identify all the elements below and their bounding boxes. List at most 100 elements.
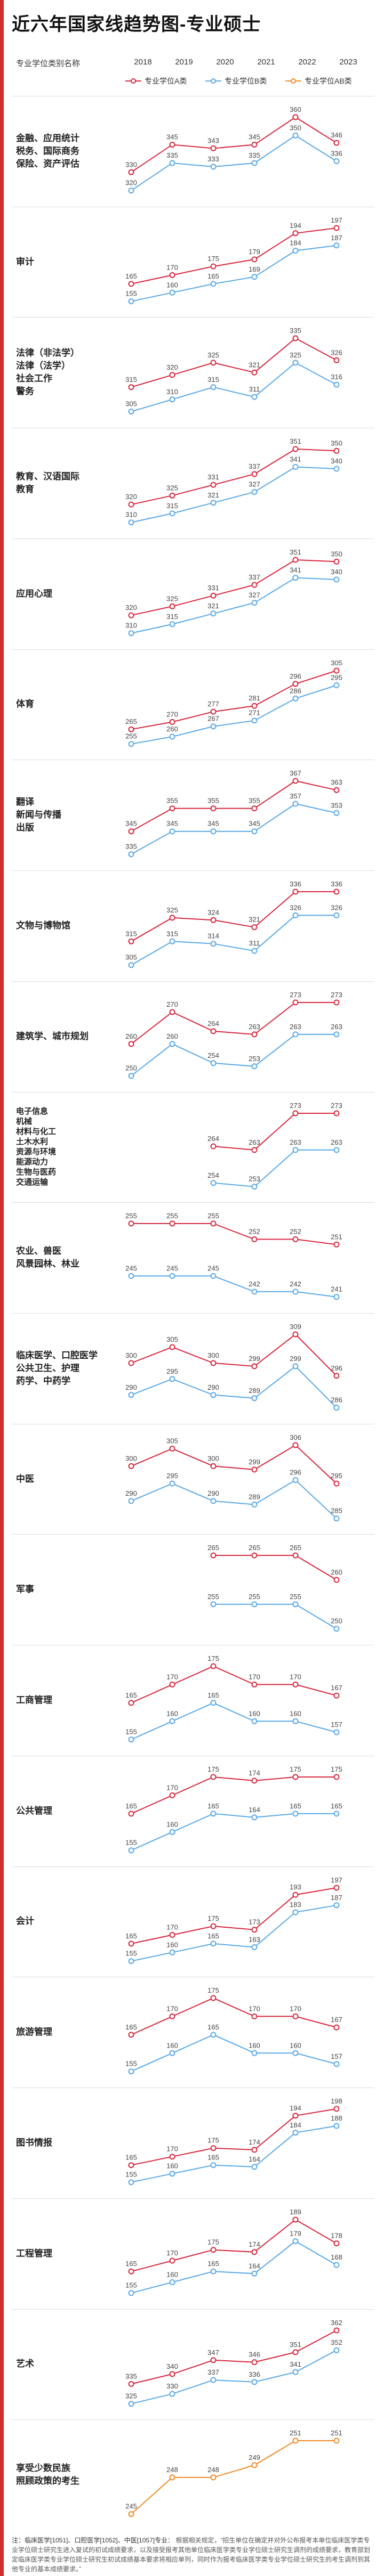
data-label-a: 350 [331, 439, 342, 447]
data-point-a [333, 225, 340, 231]
year-header-2023: 2023 [339, 58, 357, 67]
data-point-b [210, 1811, 217, 1817]
series-line-a [131, 449, 337, 506]
data-point-b [251, 948, 258, 954]
data-label-b: 245 [207, 1265, 219, 1273]
data-label-b: 157 [331, 1721, 342, 1729]
chart-section: 军事 265 265 265 260 255 255 255 250 [12, 1534, 384, 1645]
data-label-b: 260 [166, 1032, 178, 1040]
section-divider [12, 2198, 374, 2199]
data-label-a: 350 [331, 550, 342, 558]
data-point-b [251, 1718, 258, 1724]
series-line-b [213, 1149, 337, 1187]
series-line-a [131, 1223, 337, 1245]
data-label-a: 299 [249, 1458, 260, 1466]
data-label-b: 333 [207, 155, 219, 163]
category-label: 会计 [16, 1916, 34, 1927]
data-point-a [169, 2154, 175, 2160]
data-point-a [169, 2257, 175, 2264]
section-divider [12, 649, 374, 650]
series-line-a [131, 1666, 337, 1703]
data-point-a [169, 1682, 175, 1688]
data-label-a: 295 [331, 1472, 342, 1480]
data-label-a: 165 [125, 1802, 137, 1810]
section-plot: 165 170 175 174 194 198 155 160 165 164 184 188 [125, 2097, 342, 2186]
data-label-a: 265 [125, 718, 137, 725]
data-point-a [251, 1926, 258, 1933]
data-point-a [251, 1682, 258, 1688]
section-plot: 265 265 265 260 255 255 255 250 [207, 1544, 342, 1632]
data-label-a: 306 [290, 1433, 301, 1441]
data-label-a: 165 [125, 272, 137, 280]
series-line-b [131, 362, 337, 413]
data-label-b: 160 [166, 281, 178, 289]
data-label-b: 160 [166, 2162, 178, 2170]
category-label: 享受少数民族 照顾政策的考生 [16, 2463, 79, 2487]
data-label-b: 160 [166, 2042, 178, 2050]
data-label-b: 305 [125, 400, 137, 408]
data-point-b [292, 2369, 299, 2375]
chart-section: 享受少数民族 照顾政策的考生 245 248 248 249 251 251 [12, 2419, 384, 2530]
category-label: 法律（非法学） 法律（法学） 社会工作 警务 [16, 348, 79, 397]
data-point-a [333, 357, 340, 364]
series-line-a [131, 2108, 337, 2166]
series-line-a [131, 227, 337, 284]
data-label-a: 170 [166, 263, 178, 271]
category-label: 图书情报 [16, 2137, 52, 2148]
data-point-a [333, 1885, 340, 1891]
data-label-a: 194 [290, 2104, 301, 2112]
data-point-b [251, 274, 258, 280]
data-point-b [333, 2123, 340, 2129]
data-label-a: 175 [290, 1765, 301, 1773]
data-label-b: 326 [290, 903, 301, 911]
data-label-a: 170 [166, 1923, 178, 1931]
data-point-a [333, 1774, 340, 1780]
series-line-a [213, 1112, 337, 1151]
data-label-b: 241 [331, 1285, 342, 1293]
data-label-a: 170 [290, 1673, 301, 1681]
data-point-a [251, 703, 258, 709]
data-point-a [169, 272, 175, 278]
series-line-a [131, 1444, 337, 1484]
data-point-a [128, 281, 134, 287]
data-point-b [292, 1477, 299, 1483]
series-line-a [131, 1776, 337, 1814]
data-point-a [292, 2349, 299, 2355]
data-point-a [292, 557, 299, 563]
footnote-text: 根据相关规定，“招生单位在确定并对外公布报考本单位临床医学类专业学位硕士研究生进… [12, 2537, 371, 2573]
section-divider [12, 1091, 374, 1093]
data-point-b [128, 630, 134, 637]
footnote-lead: 注：临床医学[1051]、口腔医学[1052]、中医[1057]专业： [12, 2537, 174, 2544]
data-label-b: 310 [125, 622, 137, 630]
data-label-b: 345 [166, 820, 178, 828]
data-point-b [292, 2238, 299, 2244]
data-label-b: 263 [290, 1023, 301, 1031]
data-label-a: 355 [207, 797, 219, 805]
data-label-b: 155 [125, 289, 137, 297]
category-label: 审计 [16, 256, 34, 267]
data-point-a [169, 603, 175, 609]
data-label-b: 289 [249, 1493, 260, 1501]
data-label-a: 320 [125, 604, 137, 612]
data-label-a: 167 [331, 2016, 342, 2024]
data-label-b: 315 [207, 376, 219, 384]
data-point-b [333, 1146, 340, 1153]
data-point-a [333, 667, 340, 674]
data-point-b [292, 1363, 299, 1369]
data-point-a [210, 805, 217, 812]
data-point-a [128, 828, 134, 835]
chart-section: 会计 165 170 175 173 193 197 155 160 165 163 183 187 [12, 1866, 384, 1977]
data-label-a: 255 [207, 1212, 219, 1220]
data-label-b: 341 [290, 2360, 301, 2368]
chart-section: 电子信息 机械 材料与化工 土木水利 资源与环境 能源动力 生物与医药 交通运输… [12, 1091, 384, 1203]
data-point-b [333, 2061, 340, 2067]
section-plot: 330 345 343 345 360 346 320 335 333 335 350 336 [125, 105, 342, 194]
data-point-a [128, 1360, 134, 1366]
year-header-2019: 2019 [175, 58, 193, 67]
data-label-a: 309 [290, 1323, 301, 1331]
data-label-b: 164 [249, 2155, 260, 2163]
series-line-a [131, 116, 337, 173]
category-column-header: 专业学位类别名称 [16, 59, 81, 68]
series-line-a [131, 891, 337, 942]
category-label: 农业、兽医 风景园林、林业 [16, 1246, 79, 1269]
